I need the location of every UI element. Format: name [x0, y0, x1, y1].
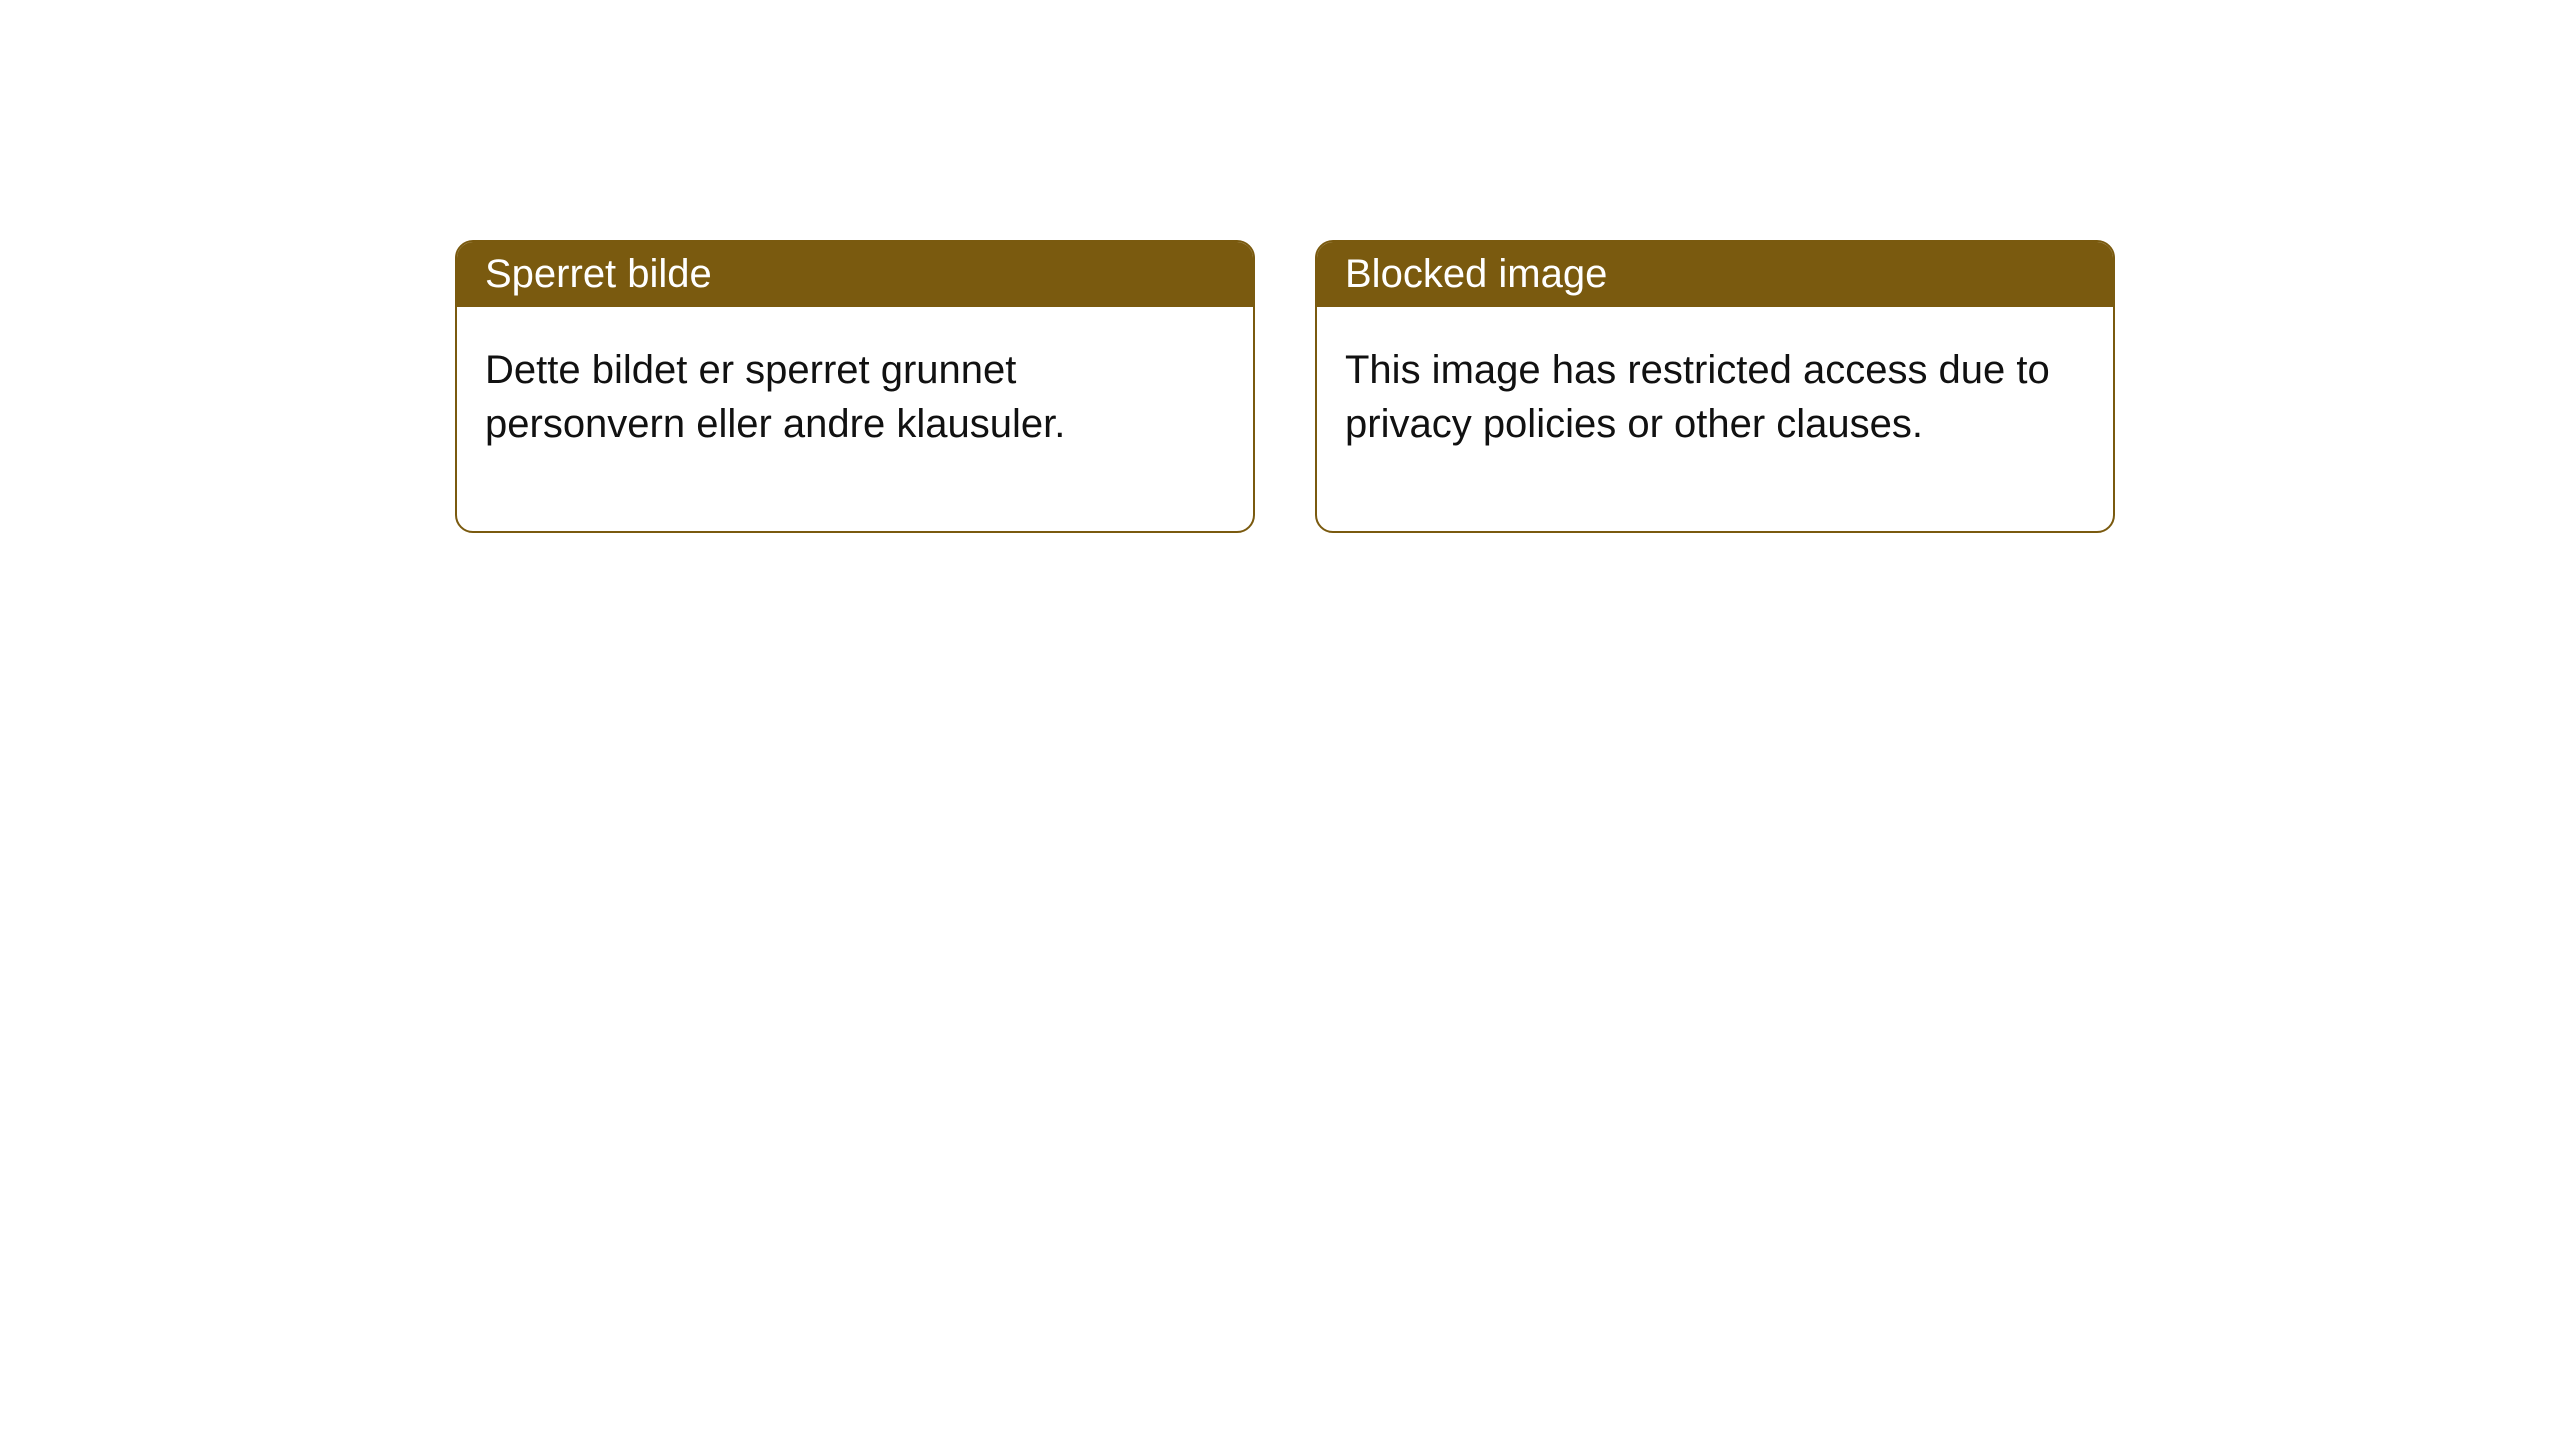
notice-card-body: This image has restricted access due to … [1317, 307, 2113, 531]
notice-card-body: Dette bildet er sperret grunnet personve… [457, 307, 1253, 531]
notice-container: Sperret bilde Dette bildet er sperret gr… [0, 0, 2560, 533]
notice-card-en: Blocked image This image has restricted … [1315, 240, 2115, 533]
notice-card-no: Sperret bilde Dette bildet er sperret gr… [455, 240, 1255, 533]
notice-body-text: Dette bildet er sperret grunnet personve… [485, 348, 1065, 446]
notice-body-text: This image has restricted access due to … [1345, 348, 2050, 446]
notice-title: Sperret bilde [485, 252, 712, 296]
notice-card-header: Sperret bilde [457, 242, 1253, 307]
notice-card-header: Blocked image [1317, 242, 2113, 307]
notice-title: Blocked image [1345, 252, 1607, 296]
